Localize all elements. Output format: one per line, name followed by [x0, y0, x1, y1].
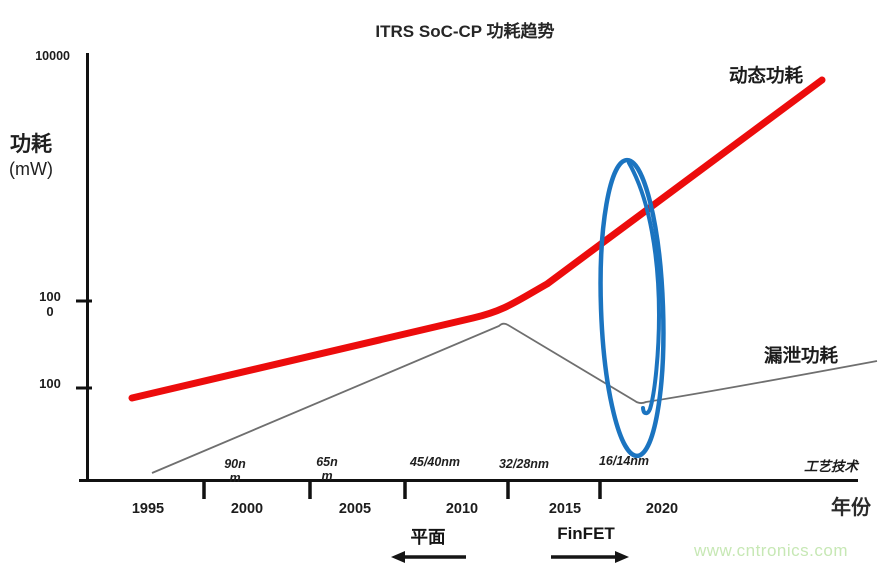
process-node-16-14nm: 16/14nm — [598, 454, 650, 468]
leakage-power-line — [151, 322, 878, 474]
highlight-ellipse — [598, 157, 666, 459]
x-tick-label-2000: 2000 — [230, 501, 264, 517]
y-tick-label-100: 100 — [39, 376, 61, 391]
x-tick-label-2010: 2010 — [445, 501, 479, 517]
x-tick-label-2020: 2020 — [645, 501, 679, 517]
x-tick-label-2005: 2005 — [338, 501, 372, 517]
process-node-32-28nm: 32/28nm — [498, 457, 550, 471]
dynamic-power-series-label: 动态功耗 — [729, 65, 804, 86]
finfet-arrow-right-icon — [551, 551, 629, 563]
leakage-power-series-label: 漏泄功耗 — [764, 345, 839, 366]
process-node-65nm: 65n m — [316, 455, 338, 483]
process-node-45-40nm: 45/40nm — [409, 455, 461, 469]
y-axis-unit: (mW) — [9, 159, 53, 179]
x-tick-marks — [202, 482, 602, 499]
planar-arrow-left-icon — [391, 551, 466, 563]
process-node-90nm: 90n m — [224, 457, 246, 485]
dynamic-power-line — [128, 76, 826, 402]
y-tick-label-10000: 10000 — [35, 49, 70, 63]
x-axis-title: 年份 — [831, 497, 871, 519]
process-axis-label: 工艺技术 — [804, 459, 858, 474]
x-tick-label-2015: 2015 — [548, 501, 582, 517]
chart-title: ITRS SoC-CP 功耗趋势 — [375, 22, 555, 41]
highlight-ellipse-inner-stroke — [627, 161, 662, 416]
y-axis-title: 功耗 — [10, 133, 52, 156]
finfet-era-label: FinFET — [557, 524, 615, 543]
planar-era-label: 平面 — [410, 527, 446, 547]
y-tick-label-1000: 100 0 — [39, 289, 61, 319]
x-tick-label-1995: 1995 — [131, 501, 165, 517]
watermark-text: www.cntronics.com — [694, 541, 848, 560]
